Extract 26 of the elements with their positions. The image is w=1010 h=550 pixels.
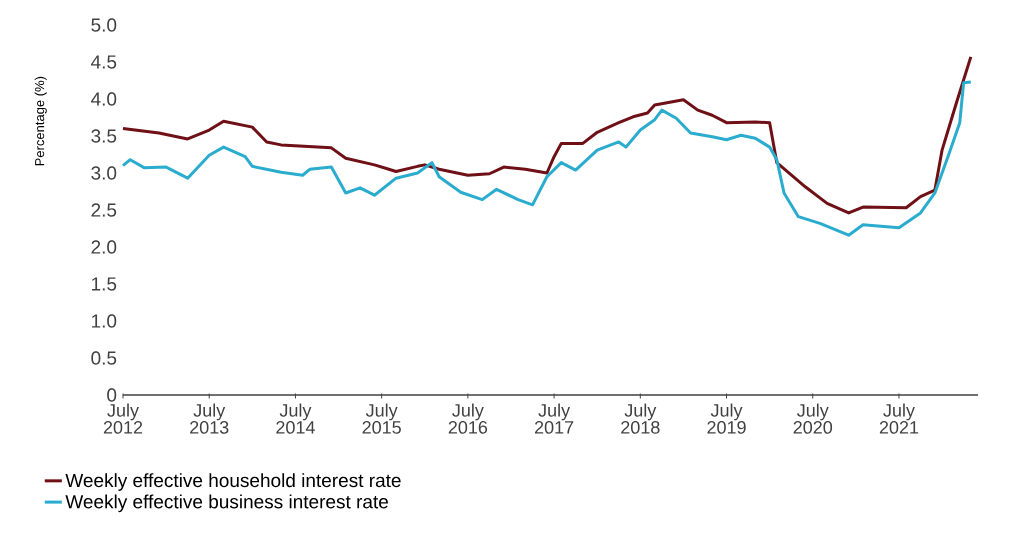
legend-label: Weekly effective business interest rate [65, 494, 388, 513]
y-tick-label: 1.0 [92, 314, 117, 328]
x-tick-label: July 2018 [621, 403, 660, 434]
y-tick-label: 2.5 [91, 203, 117, 217]
y-tick-label: 4.5 [91, 55, 117, 69]
x-tick-label: July 2016 [448, 403, 488, 434]
y-axis-title: Percentage (%) [34, 76, 47, 166]
x-tick-label: July 2017 [534, 403, 574, 434]
y-tick-label: 3.5 [91, 129, 117, 143]
x-tick-label: July 2021 [879, 403, 919, 434]
x-tick-label: July 2019 [707, 403, 746, 434]
x-tick-label: July 2020 [793, 403, 833, 434]
y-tick-label: 4.0 [91, 92, 117, 106]
x-tick-label: July 2015 [362, 403, 401, 434]
line-series [121, 55, 973, 215]
legend-label: Weekly effective household interest rate [65, 473, 401, 491]
y-tick-label: 0 [107, 388, 117, 402]
x-tick-label: July 2014 [276, 403, 315, 434]
y-tick-label: 0.5 [91, 351, 117, 365]
x-tick-label: July 2013 [190, 403, 229, 434]
line-series [121, 80, 973, 237]
x-tick-label: July 2012 [103, 403, 143, 434]
y-tick-label: 2.0 [91, 240, 117, 254]
y-tick-label: 1.5 [92, 277, 117, 291]
y-tick-label: 5.0 [91, 18, 117, 32]
y-tick-label: 3.0 [91, 166, 117, 180]
